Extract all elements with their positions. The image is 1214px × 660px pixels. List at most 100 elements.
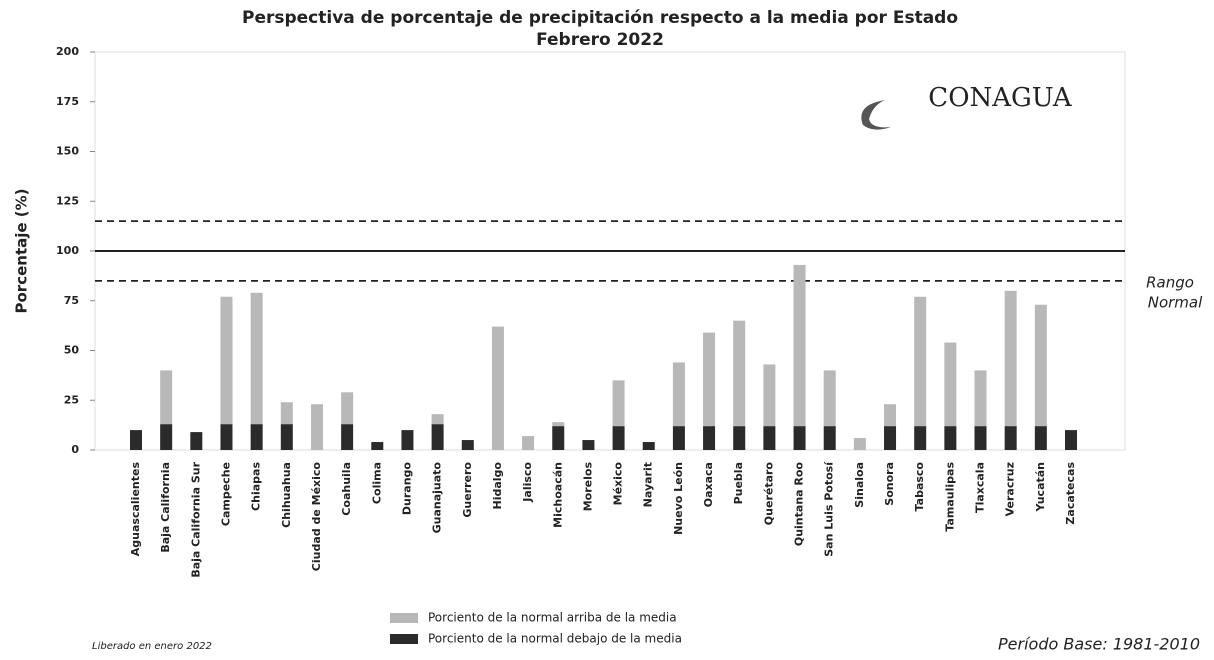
x-tick-label: Nuevo León bbox=[672, 462, 685, 535]
x-tick-label: Ciudad de México bbox=[310, 462, 323, 572]
bar-segment bbox=[793, 264, 806, 427]
bar-segment bbox=[280, 402, 293, 425]
bar-segment bbox=[974, 426, 987, 450]
x-tick-label: Coahuila bbox=[340, 462, 353, 516]
bar-segment bbox=[190, 432, 203, 450]
y-tick-label: 100 bbox=[56, 244, 79, 257]
bar-segment bbox=[853, 438, 866, 450]
y-tick-label: 125 bbox=[56, 194, 79, 207]
x-tick-label: Aguascalientes bbox=[129, 462, 142, 557]
annotation: Rango bbox=[1146, 274, 1194, 292]
x-tick-label: Campeche bbox=[219, 462, 232, 526]
bar-segment bbox=[431, 414, 444, 425]
bar-segment bbox=[823, 370, 836, 427]
bar-segment bbox=[612, 380, 625, 427]
bar-segment bbox=[914, 426, 927, 450]
x-tick-label: Quintana Roo bbox=[793, 462, 806, 547]
bar-segment bbox=[703, 332, 716, 427]
bar-segment bbox=[733, 320, 746, 427]
bar-segment bbox=[672, 426, 685, 450]
x-tick-label: Morelos bbox=[581, 462, 594, 512]
bar-segment bbox=[280, 424, 293, 450]
annotation: Normal bbox=[1148, 294, 1203, 312]
chart-title: Perspectiva de porcentaje de precipitaci… bbox=[242, 8, 958, 28]
legend-swatch bbox=[390, 634, 418, 644]
bar-segment bbox=[884, 426, 897, 450]
bar-segment bbox=[160, 370, 173, 425]
bar-segment bbox=[823, 426, 836, 450]
x-tick-label: Tamaulipas bbox=[943, 462, 956, 532]
y-tick-label: 175 bbox=[56, 95, 79, 108]
bar-segment bbox=[1065, 430, 1077, 450]
y-tick-label: 75 bbox=[64, 294, 79, 307]
bar-segment bbox=[763, 364, 776, 427]
x-tick-label: México bbox=[612, 462, 625, 506]
bar-segment bbox=[672, 362, 685, 427]
x-tick-label: Guanajuato bbox=[431, 462, 444, 534]
bar-segment bbox=[371, 442, 384, 450]
x-tick-label: Yucatán bbox=[1034, 462, 1047, 512]
x-tick-label: Zacatecas bbox=[1064, 462, 1077, 525]
x-tick-label: Hidalgo bbox=[491, 462, 504, 510]
y-tick-label: 0 bbox=[71, 443, 79, 456]
x-tick-label: Baja California Sur bbox=[189, 461, 202, 577]
footer-left: Liberado en enero 2022 bbox=[92, 641, 212, 652]
bar-segment bbox=[341, 424, 354, 450]
x-tick-label: Nayarit bbox=[642, 462, 655, 507]
bar-segment bbox=[1004, 290, 1017, 427]
legend-label: Porciento de la normal debajo de la medi… bbox=[428, 632, 682, 646]
x-tick-label: Jalisco bbox=[521, 462, 534, 503]
bar-segment bbox=[431, 424, 444, 450]
bar-segment bbox=[884, 404, 897, 427]
bar-segment bbox=[310, 404, 323, 450]
bar-segment bbox=[250, 424, 263, 450]
bar-segment bbox=[944, 426, 957, 450]
bar-segment bbox=[160, 424, 173, 450]
bar-segment bbox=[220, 424, 233, 450]
bar-segment bbox=[763, 426, 776, 450]
bar-segment bbox=[793, 426, 806, 450]
x-tick-label: Oaxaca bbox=[702, 462, 715, 507]
bar-segment bbox=[461, 440, 474, 450]
x-tick-label: Michoacán bbox=[551, 462, 564, 528]
bar-segment bbox=[612, 426, 625, 450]
bar-segment bbox=[914, 296, 927, 427]
y-tick-label: 25 bbox=[64, 393, 79, 406]
y-axis-label: Porcentaje (%) bbox=[13, 188, 31, 313]
x-tick-label: Tabasco bbox=[913, 462, 926, 512]
logo-icon bbox=[861, 100, 891, 130]
y-tick-label: 50 bbox=[64, 344, 80, 357]
y-tick-label: 150 bbox=[56, 145, 79, 158]
bar-segment bbox=[944, 342, 957, 427]
x-tick-label: Colima bbox=[370, 462, 383, 504]
x-tick-label: Sinaloa bbox=[853, 462, 866, 508]
bar-segment bbox=[1034, 426, 1047, 450]
bar-segment bbox=[974, 370, 987, 427]
bar-segment bbox=[491, 326, 504, 450]
bar-segment bbox=[401, 430, 414, 450]
x-tick-label: Tlaxcala bbox=[974, 462, 987, 513]
x-tick-label: Chiapas bbox=[250, 462, 263, 511]
bar-segment bbox=[130, 430, 142, 450]
legend-swatch bbox=[390, 613, 418, 623]
x-tick-label: Puebla bbox=[732, 462, 745, 504]
bar-segment bbox=[552, 422, 565, 427]
logo: CONAGUA bbox=[928, 83, 1073, 113]
bar-segment bbox=[582, 440, 595, 450]
bar-segment bbox=[341, 392, 354, 425]
x-tick-label: Veracruz bbox=[1004, 462, 1017, 516]
bar-segment bbox=[552, 426, 565, 450]
x-tick-label: Guerrero bbox=[461, 462, 474, 518]
x-tick-label: Sonora bbox=[883, 462, 896, 506]
footer-right: Período Base: 1981-2010 bbox=[998, 635, 1200, 654]
x-tick-label: Chihuahua bbox=[280, 462, 293, 528]
bar-segment bbox=[703, 426, 716, 450]
x-tick-label: Querétaro bbox=[762, 462, 775, 526]
bar-segment bbox=[642, 442, 655, 450]
bar-segment bbox=[522, 436, 535, 450]
bar-segment bbox=[220, 296, 233, 425]
bar-segment bbox=[1004, 426, 1017, 450]
x-tick-label: San Luis Potosí bbox=[823, 461, 836, 557]
legend-label: Porciento de la normal arriba de la medi… bbox=[428, 611, 677, 625]
